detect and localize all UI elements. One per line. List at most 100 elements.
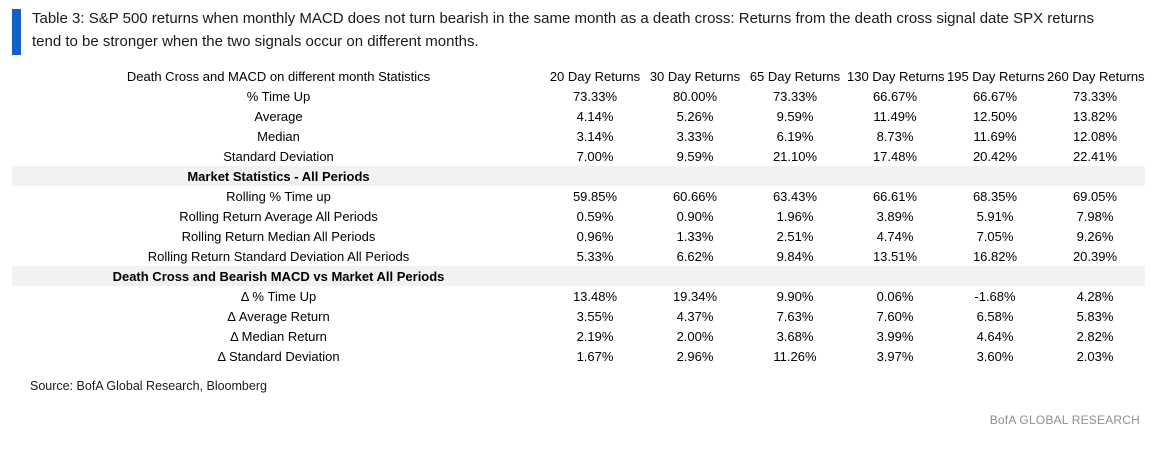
table-row: Standard Deviation 7.00% 9.59% 21.10% 17.48%… [12, 146, 1145, 166]
value-cell: 13.82% [1072, 108, 1118, 124]
value-cell: 6.19% [776, 128, 814, 144]
section-header-cell [845, 266, 945, 286]
section-header-label: Death Cross and Bearish MACD vs Market A… [112, 268, 445, 284]
section-header-cell [645, 166, 745, 186]
brand-label: BofA GLOBAL RESEARCH [989, 413, 1140, 427]
value-cell: 4.64% [976, 328, 1014, 344]
value-cell: 80.00% [672, 88, 718, 104]
value-cell: 73.33% [572, 88, 618, 104]
row-label: % Time Up [246, 88, 311, 104]
value-cell: 11.26% [773, 348, 817, 364]
value-cell: 7.63% [776, 308, 814, 324]
table-row: Rolling Return Median All Periods 0.96% 1.… [12, 226, 1145, 246]
value-cell: 2.51% [776, 228, 814, 244]
value-cell: 16.82% [972, 248, 1018, 264]
value-cell: 3.89% [876, 208, 914, 224]
value-cell: 6.62% [676, 248, 714, 264]
value-cell: 12.08% [1072, 128, 1118, 144]
value-cell: 13.48% [572, 288, 618, 304]
section-header-cell [845, 166, 945, 186]
value-cell: 0.90% [676, 208, 714, 224]
value-cell: 13.51% [872, 248, 918, 264]
table-row: % Time Up 73.33% 80.00% 73.33% 66.67% 66.67% 7… [12, 86, 1145, 106]
value-cell: 3.97% [876, 348, 914, 364]
value-cell: 7.98% [1076, 208, 1114, 224]
value-cell: 2.82% [1076, 328, 1114, 344]
row-label: Rolling Return Average All Periods [179, 208, 378, 224]
column-header: 65 Day Returns [749, 69, 841, 84]
source-note: Source: BofA Global Research, Bloomberg [30, 379, 267, 393]
row-label: Δ % Time Up [240, 288, 317, 304]
section-header-label: Market Statistics - All Periods [187, 168, 370, 184]
section-header-cell [745, 166, 845, 186]
section-header-row: Market Statistics - All Periods [12, 166, 1145, 186]
section-header-cell [545, 266, 645, 286]
column-header: 260 Day Returns [1047, 69, 1145, 84]
table-row: Δ Average Return 3.55% 4.37% 7.63% 7.60% 6.58… [12, 306, 1145, 326]
value-cell: 11.49% [873, 108, 917, 124]
value-cell: 60.66% [672, 188, 718, 204]
row-label: Δ Median Return [230, 328, 327, 344]
table-row: Δ % Time Up 13.48% 19.34% 9.90% 0.06% -1.68% 4… [12, 286, 1145, 306]
row-header-label: Death Cross and MACD on different month … [126, 69, 431, 84]
section-header-cell [545, 166, 645, 186]
value-cell: 2.19% [576, 328, 614, 344]
value-cell: 9.84% [776, 248, 814, 264]
table-row: Δ Standard Deviation 1.67% 2.96% 11.26% 3.97… [12, 346, 1145, 366]
value-cell: 1.67% [576, 348, 614, 364]
section-header-row: Death Cross and Bearish MACD vs Market A… [12, 266, 1145, 286]
table-row: Average 4.14% 5.26% 9.59% 11.49% 12.50% 13.82% [12, 106, 1145, 126]
value-cell: 0.06% [876, 288, 914, 304]
value-cell: 3.55% [576, 308, 614, 324]
table-row: Δ Median Return 2.19% 2.00% 3.68% 3.99% 4.64%… [12, 326, 1145, 346]
value-cell: -1.68% [974, 288, 1016, 304]
row-label: Δ Average Return [227, 308, 330, 324]
section-header-cell [1045, 266, 1145, 286]
table-row: Rolling Return Average All Periods 0.59% 0… [12, 206, 1145, 226]
value-cell: 19.34% [672, 288, 718, 304]
row-label: Rolling Return Standard Deviation All Pe… [147, 248, 410, 264]
value-cell: 7.60% [876, 308, 914, 324]
value-cell: 5.33% [576, 248, 614, 264]
value-cell: 3.68% [776, 328, 814, 344]
value-cell: 17.48% [872, 148, 918, 164]
value-cell: 0.96% [576, 228, 614, 244]
value-cell: 3.99% [876, 328, 914, 344]
value-cell: 4.74% [876, 228, 914, 244]
value-cell: 3.14% [576, 128, 614, 144]
value-cell: 66.67% [872, 88, 918, 104]
value-cell: 7.00% [576, 148, 614, 164]
value-cell: 5.26% [676, 108, 714, 124]
row-label: Standard Deviation [223, 148, 334, 164]
value-cell: 4.37% [676, 308, 714, 324]
value-cell: 11.69% [973, 128, 1017, 144]
title-accent-bar [12, 9, 21, 55]
column-header: 30 Day Returns [649, 69, 741, 84]
value-cell: 73.33% [772, 88, 818, 104]
value-cell: 21.10% [772, 148, 818, 164]
value-cell: 4.28% [1076, 288, 1114, 304]
value-cell: 2.96% [676, 348, 714, 364]
value-cell: 66.67% [972, 88, 1018, 104]
value-cell: 9.26% [1076, 228, 1114, 244]
column-header-row: Death Cross and MACD on different month … [12, 66, 1145, 86]
table-row: Rolling % Time up 59.85% 60.66% 63.43% 66.61… [12, 186, 1145, 206]
value-cell: 0.59% [576, 208, 614, 224]
row-label: Average [254, 108, 303, 124]
section-header-cell [1045, 166, 1145, 186]
value-cell: 9.90% [776, 288, 814, 304]
statistics-table: Death Cross and MACD on different month … [12, 66, 1145, 366]
section-header-cell [945, 266, 1045, 286]
statistics-table-body: % Time Up 73.33% 80.00% 73.33% 66.67% 66.67% 7… [12, 86, 1145, 366]
value-cell: 9.59% [676, 148, 714, 164]
row-label: Median [257, 128, 300, 144]
row-label: Rolling % Time up [226, 188, 331, 204]
value-cell: 63.43% [772, 188, 818, 204]
value-cell: 5.91% [976, 208, 1014, 224]
value-cell: 9.59% [776, 108, 814, 124]
value-cell: 1.96% [776, 208, 814, 224]
value-cell: 69.05% [1072, 188, 1118, 204]
value-cell: 7.05% [976, 228, 1014, 244]
value-cell: 2.00% [676, 328, 714, 344]
